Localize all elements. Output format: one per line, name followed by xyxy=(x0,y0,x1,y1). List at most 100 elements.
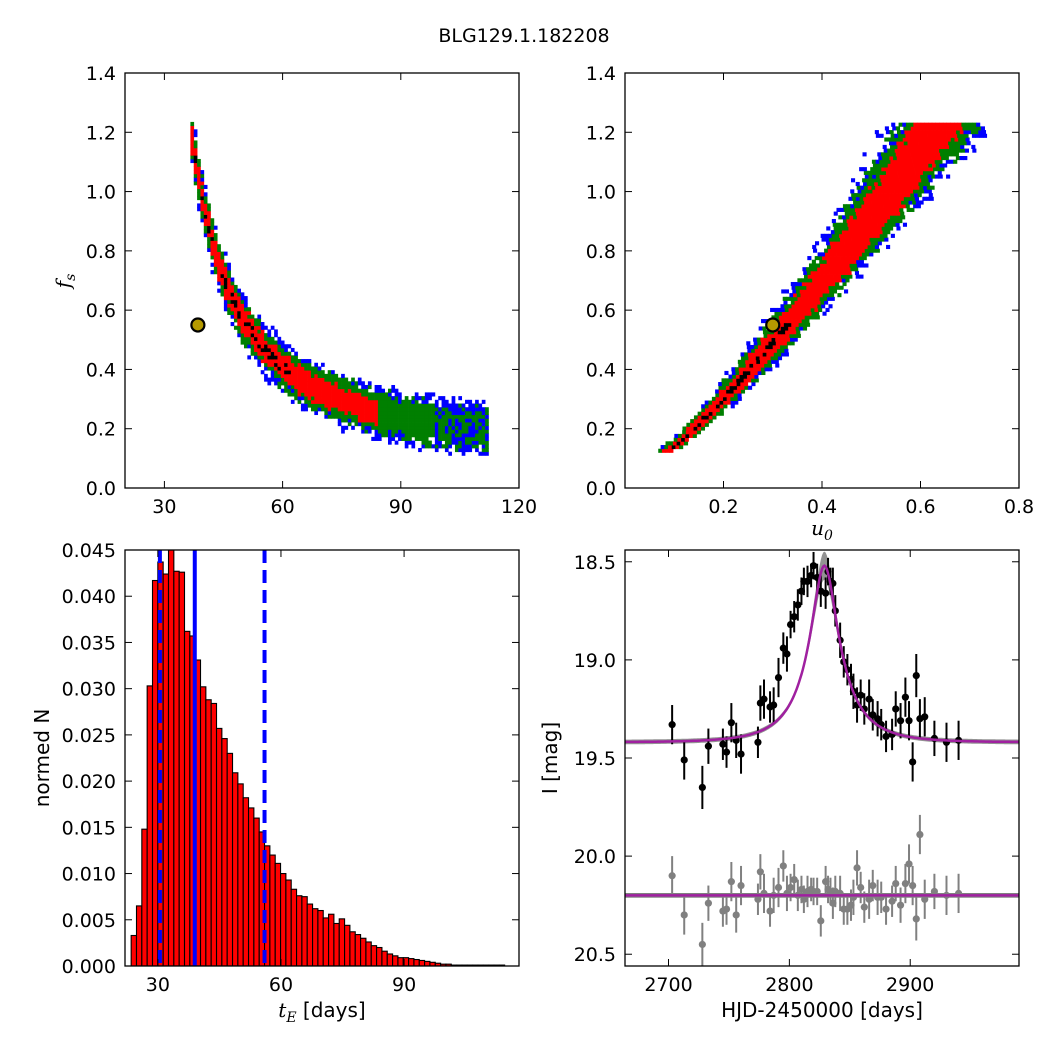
confidence-cell xyxy=(428,392,432,397)
confidence-cell xyxy=(207,229,211,234)
confidence-cell xyxy=(756,363,761,368)
confidence-cell xyxy=(237,296,241,301)
confidence-cell xyxy=(337,403,342,408)
confidence-cell xyxy=(809,267,814,272)
x-axis-label-group: u0 xyxy=(811,516,833,544)
confidence-cell xyxy=(424,425,429,430)
confidence-cell xyxy=(917,163,922,168)
confidence-cell xyxy=(277,347,282,353)
confidence-cell xyxy=(911,130,916,135)
confidence-cell xyxy=(925,152,930,157)
confidence-cell xyxy=(337,407,342,412)
confidence-cell xyxy=(833,274,838,279)
confidence-cell xyxy=(896,130,902,135)
confidence-cell xyxy=(884,222,889,227)
confidence-cell xyxy=(821,252,826,257)
confidence-cell xyxy=(935,148,940,153)
confidence-cell xyxy=(808,315,813,320)
confidence-cell xyxy=(934,174,940,179)
confidence-cell xyxy=(860,244,865,250)
confidence-cell xyxy=(947,126,952,131)
confidence-cell xyxy=(270,370,275,375)
confidence-cell xyxy=(900,211,905,216)
confidence-cell xyxy=(757,344,763,350)
confidence-cell xyxy=(290,347,295,353)
confidence-cell xyxy=(448,422,452,427)
confidence-cell xyxy=(818,289,823,294)
confidence-cell xyxy=(337,381,342,386)
confidence-cell xyxy=(902,193,907,198)
confidence-cell xyxy=(939,163,944,168)
confidence-cell xyxy=(387,429,392,434)
confidence-cell xyxy=(922,170,928,175)
confidence-cell xyxy=(822,293,827,298)
confidence-cell xyxy=(327,392,332,397)
confidence-cell xyxy=(943,126,949,131)
confidence-cell xyxy=(804,296,809,301)
confidence-cell xyxy=(854,252,859,257)
confidence-cell xyxy=(300,407,305,412)
confidence-cell xyxy=(377,396,382,401)
confidence-cell xyxy=(364,396,369,401)
panel-panel_fs_vs_u0: 0.2 0.4 0.6 0.80.00.20.40.60.81.01.21.4u0 xyxy=(586,63,1034,544)
confidence-cell xyxy=(468,440,473,445)
confidence-cell xyxy=(900,185,906,190)
confidence-cell xyxy=(889,141,894,146)
confidence-cell xyxy=(898,133,903,138)
confidence-cell xyxy=(398,418,402,423)
confidence-cell xyxy=(300,403,305,408)
confidence-cell xyxy=(745,363,750,368)
histogram-bar xyxy=(231,772,239,966)
confidence-cell xyxy=(895,126,901,131)
data-point xyxy=(680,756,688,764)
confidence-cell xyxy=(327,381,332,386)
confidence-cell xyxy=(431,392,436,397)
confidence-cell xyxy=(915,130,920,135)
confidence-cell xyxy=(697,419,702,424)
confidence-cell xyxy=(869,237,874,242)
confidence-cell xyxy=(877,152,882,157)
confidence-cell xyxy=(200,181,205,186)
confidence-cell xyxy=(754,348,759,353)
confidence-cell xyxy=(966,141,971,146)
confidence-cell xyxy=(921,167,927,172)
histogram-bar xyxy=(312,908,319,966)
confidence-cell xyxy=(441,422,446,427)
y-axis-label: I [mag] xyxy=(538,722,562,794)
histogram-bar xyxy=(397,957,404,966)
confidence-cell xyxy=(902,178,907,183)
confidence-cell xyxy=(816,263,821,268)
confidence-cell xyxy=(915,156,920,161)
confidence-cell xyxy=(321,373,325,378)
confidence-cell xyxy=(321,362,325,367)
confidence-cell xyxy=(408,422,412,427)
confidence-cell xyxy=(344,414,349,419)
confidence-cell xyxy=(341,377,345,382)
confidence-cell xyxy=(835,281,840,287)
confidence-cell xyxy=(260,351,265,356)
confidence-cell xyxy=(780,344,785,350)
confidence-cell xyxy=(448,436,452,441)
confidence-cell xyxy=(776,344,781,350)
confidence-cell xyxy=(367,425,372,430)
confidence-cell xyxy=(865,252,870,257)
confidence-cell xyxy=(421,410,426,416)
confidence-cell xyxy=(485,433,489,438)
confidence-cell xyxy=(314,370,319,375)
confidence-cell xyxy=(424,399,429,404)
confidence-cell xyxy=(213,240,218,245)
x-tick-label: 120 xyxy=(501,496,537,518)
confidence-cell xyxy=(274,329,278,334)
confidence-cell xyxy=(959,156,964,161)
confidence-cell xyxy=(411,440,416,445)
confidence-cell xyxy=(848,196,853,201)
confidence-cell xyxy=(351,396,355,401)
confidence-cell xyxy=(327,414,332,419)
confidence-cell xyxy=(217,244,221,249)
confidence-cell xyxy=(780,348,785,353)
confidence-cell xyxy=(904,156,909,161)
confidence-cell xyxy=(324,377,329,382)
confidence-cell xyxy=(247,310,252,315)
confidence-cell xyxy=(441,403,446,408)
confidence-cell xyxy=(869,222,874,227)
